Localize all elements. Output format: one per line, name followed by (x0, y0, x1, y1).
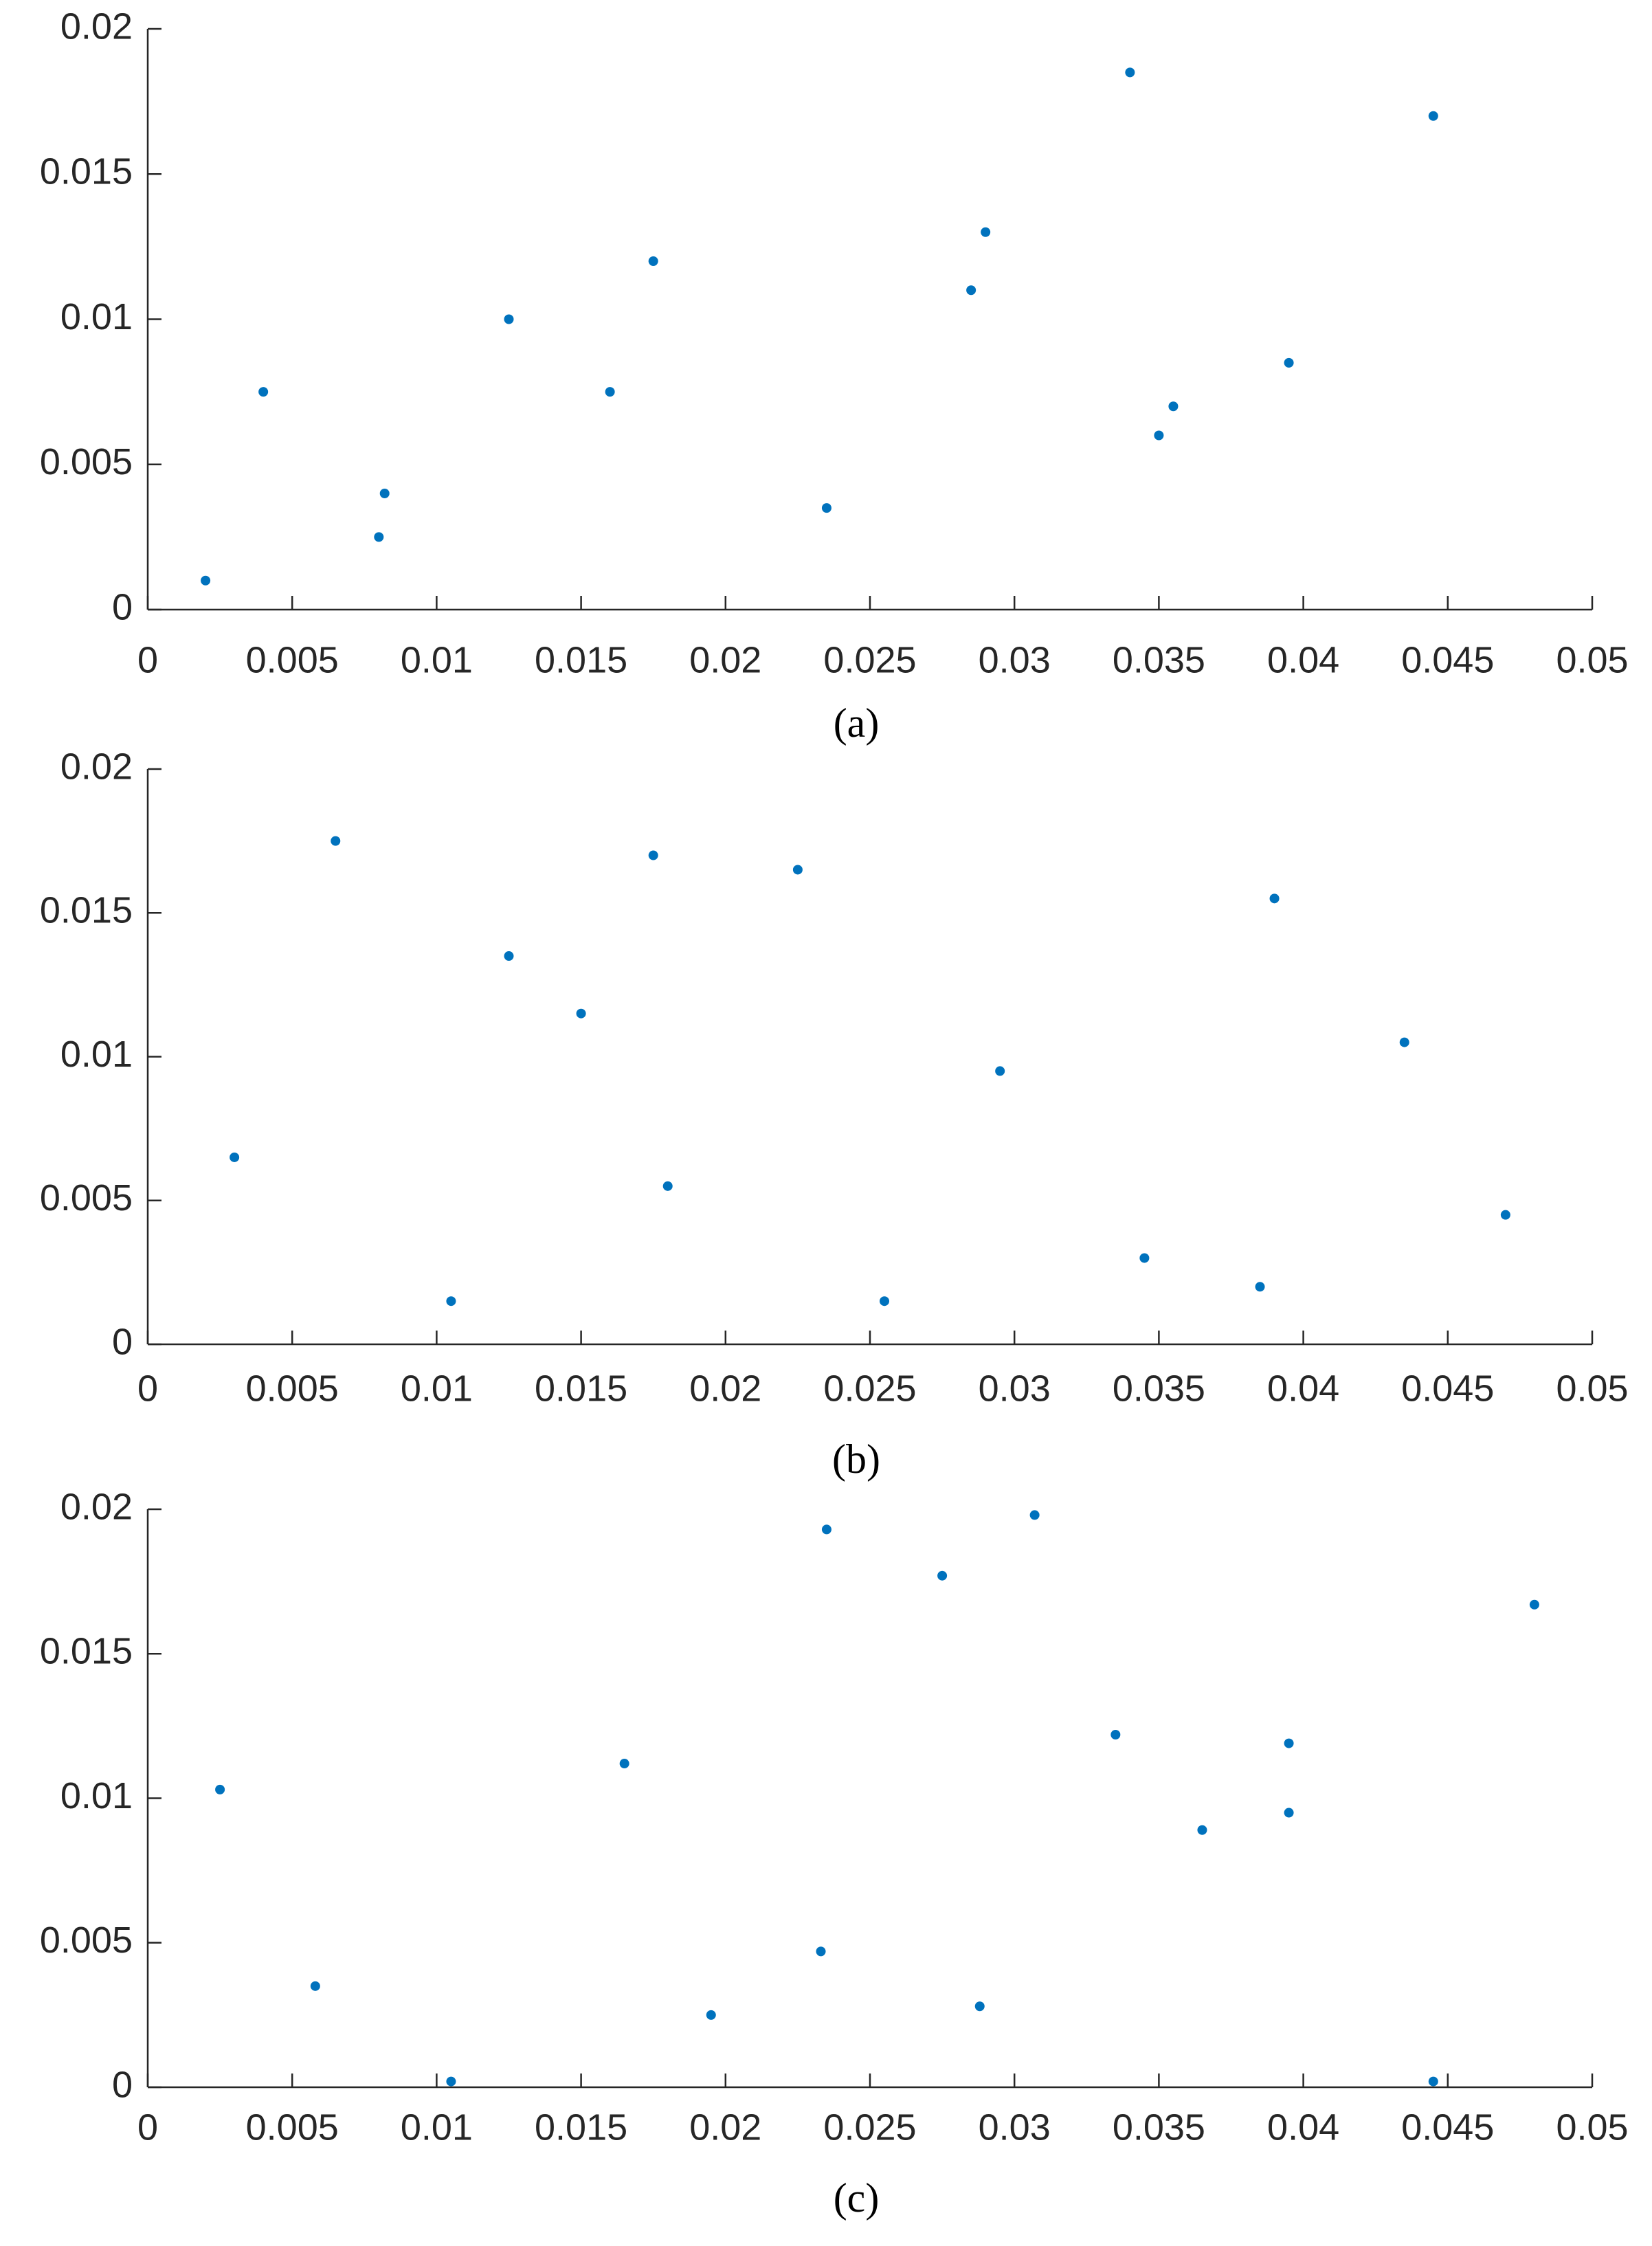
x-tick-label: 0.035 (1113, 639, 1205, 680)
x-tick-label: 0.02 (689, 1368, 761, 1409)
point (1428, 2076, 1438, 2087)
x-tick-label: 0.01 (401, 1368, 473, 1409)
point (215, 1784, 225, 1794)
point (310, 1981, 320, 1991)
point (1284, 1738, 1294, 1748)
y-tick-label: 0.005 (40, 1920, 133, 1961)
y-tick-label: 0.02 (60, 746, 133, 787)
point (821, 1524, 831, 1535)
point (258, 387, 269, 397)
panel-caption: (c) (834, 2175, 880, 2221)
x-tick-label: 0.025 (823, 639, 916, 680)
point (981, 227, 991, 237)
x-tick-label: 0.04 (1267, 639, 1339, 680)
y-tick-label: 0.005 (40, 1177, 133, 1219)
point (1428, 111, 1438, 121)
x-tick-label: 0.005 (246, 639, 339, 680)
y-tick-label: 0.01 (60, 1034, 133, 1075)
x-tick-label: 0.01 (401, 639, 473, 680)
x-tick-label: 0.01 (401, 2106, 473, 2148)
point (1125, 67, 1135, 78)
point (1029, 1510, 1040, 1520)
point (605, 387, 615, 397)
x-tick-label: 0 (137, 639, 158, 680)
point (974, 2001, 985, 2012)
x-tick-label: 0.03 (979, 2106, 1051, 2148)
y-tick-label: 0.01 (60, 296, 133, 337)
panel-caption: (b) (832, 1436, 880, 1482)
x-tick-label: 0.015 (535, 639, 627, 680)
point (1269, 893, 1280, 904)
point (821, 503, 831, 513)
point (446, 2076, 456, 2087)
point (446, 1296, 456, 1307)
x-tick-label: 0.02 (689, 2106, 761, 2148)
x-tick-label: 0.04 (1267, 2106, 1339, 2148)
point (662, 1181, 673, 1191)
panel-caption: (a) (834, 700, 880, 746)
x-tick-label: 0.015 (535, 1368, 627, 1409)
x-tick-label: 0.05 (1556, 1368, 1628, 1409)
point (1284, 1808, 1294, 1818)
x-tick-label: 0.005 (246, 1368, 339, 1409)
point (201, 575, 211, 586)
point (1154, 430, 1164, 441)
point (504, 951, 514, 961)
x-tick-label: 0.04 (1267, 1368, 1339, 1409)
point (648, 850, 658, 860)
y-tick-label: 0.015 (40, 1631, 133, 1672)
y-tick-label: 0 (112, 586, 133, 627)
point (1139, 1253, 1150, 1263)
x-tick-label: 0.035 (1113, 2106, 1205, 2148)
x-tick-label: 0 (137, 2106, 158, 2148)
y-tick-label: 0.015 (40, 151, 133, 192)
point (576, 1008, 586, 1019)
point (706, 2010, 716, 2020)
y-tick-label: 0.01 (60, 1775, 133, 1816)
y-tick-label: 0 (112, 1321, 133, 1362)
x-tick-label: 0.03 (979, 1368, 1051, 1409)
point (504, 314, 514, 324)
x-tick-label: 0.025 (823, 2106, 916, 2148)
point (1255, 1282, 1265, 1292)
x-tick-label: 0.02 (689, 639, 761, 680)
x-tick-label: 0.045 (1401, 1368, 1494, 1409)
x-tick-label: 0.045 (1401, 2106, 1494, 2148)
point (816, 1946, 826, 1957)
x-tick-label: 0.03 (979, 639, 1051, 680)
y-tick-label: 0.02 (60, 5, 133, 47)
x-tick-label: 0.025 (823, 1368, 916, 1409)
point (379, 489, 390, 498)
point (1500, 1210, 1510, 1220)
point (995, 1066, 1005, 1076)
x-tick-label: 0.05 (1556, 639, 1628, 680)
y-tick-label: 0.015 (40, 890, 133, 931)
point (966, 285, 976, 296)
x-tick-label: 0.035 (1113, 1368, 1205, 1409)
point (1197, 1825, 1207, 1835)
point (1529, 1599, 1539, 1610)
point (880, 1296, 890, 1307)
x-tick-label: 0.015 (535, 2106, 627, 2148)
x-tick-label: 0.005 (246, 2106, 339, 2148)
x-tick-label: 0 (137, 1368, 158, 1409)
x-tick-label: 0.05 (1556, 2106, 1628, 2148)
point (619, 1759, 629, 1769)
point (792, 865, 803, 875)
point (1399, 1037, 1409, 1047)
y-tick-label: 0 (112, 2064, 133, 2105)
point (648, 256, 658, 266)
y-tick-label: 0.02 (60, 1486, 133, 1527)
x-tick-label: 0.045 (1401, 639, 1494, 680)
point (1284, 357, 1294, 368)
point (374, 532, 384, 542)
y-tick-label: 0.005 (40, 441, 133, 482)
point (1168, 401, 1179, 412)
point (331, 836, 341, 846)
point (1110, 1729, 1121, 1739)
point (230, 1152, 240, 1162)
point (937, 1570, 948, 1581)
